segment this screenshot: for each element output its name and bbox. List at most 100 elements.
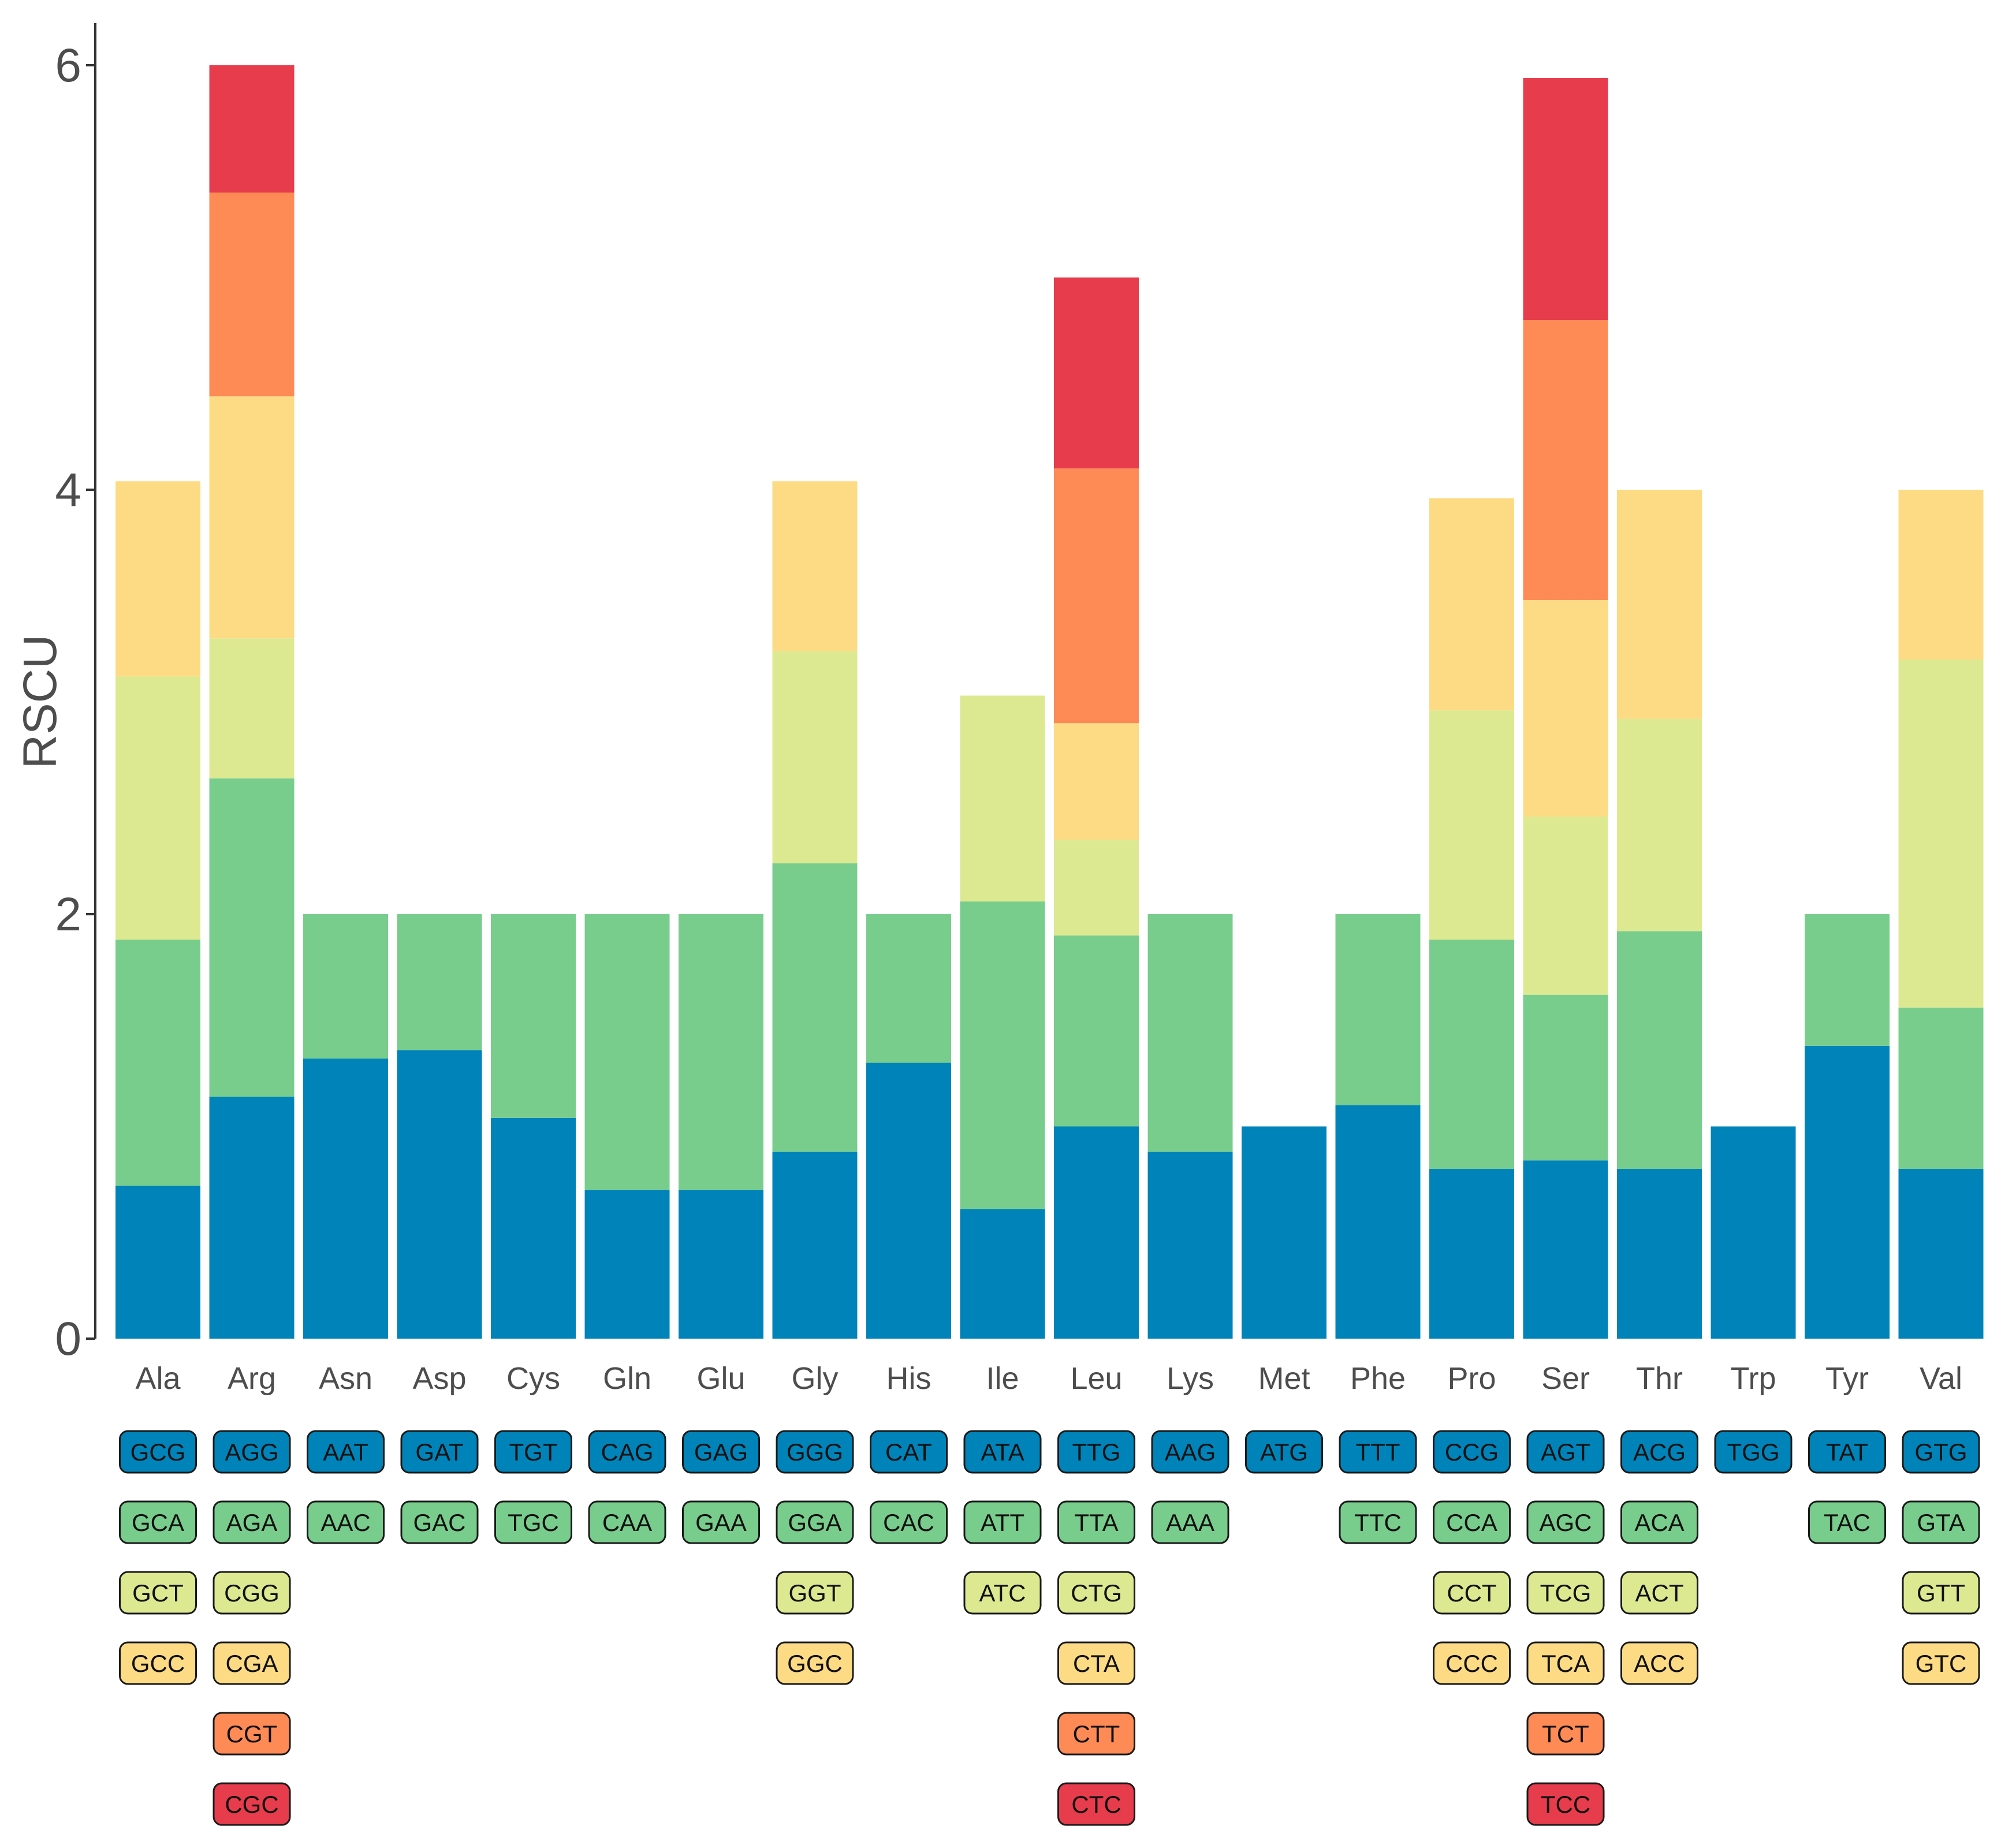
codon-label-cgg: CGG bbox=[224, 1579, 280, 1607]
codon-box-tac bbox=[1808, 1500, 1886, 1544]
codon-box-gcg bbox=[119, 1430, 197, 1474]
x-tick-label-met: Met bbox=[1258, 1361, 1310, 1396]
codon-box-gac bbox=[400, 1500, 479, 1544]
codon-label-ttt: TTT bbox=[1356, 1439, 1400, 1466]
bar-segment-thr-act bbox=[1617, 718, 1702, 932]
codon-box-gag bbox=[682, 1430, 760, 1474]
codon-box-gta bbox=[1902, 1500, 1980, 1544]
bar-segment-asp-gat bbox=[397, 1050, 482, 1339]
codon-box-ttt bbox=[1339, 1430, 1417, 1474]
bar-segment-tyr-tat bbox=[1805, 1045, 1890, 1339]
codon-label-gca: GCA bbox=[132, 1509, 184, 1536]
x-tick-label-asp: Asp bbox=[412, 1361, 466, 1396]
codon-box-tgg bbox=[1714, 1430, 1793, 1474]
codon-box-agc bbox=[1526, 1500, 1605, 1544]
bar-segment-arg-cgc bbox=[209, 65, 295, 193]
codon-box-gga bbox=[776, 1500, 854, 1544]
bar-segment-ser-agc bbox=[1523, 994, 1608, 1161]
bar-segment-ser-agt bbox=[1523, 1160, 1608, 1339]
x-tick-label-thr: Thr bbox=[1636, 1361, 1683, 1396]
bar-segment-arg-agg bbox=[209, 1097, 295, 1339]
bar-segment-pro-ccc bbox=[1429, 498, 1514, 711]
codon-label-gtg: GTG bbox=[1915, 1439, 1968, 1466]
x-tick-label-phe: Phe bbox=[1350, 1361, 1406, 1396]
bar-segment-gly-ggc bbox=[772, 481, 858, 651]
bar-segment-ser-tca bbox=[1523, 600, 1608, 817]
codon-label-atg: ATG bbox=[1260, 1439, 1308, 1466]
codon-box-aga bbox=[213, 1500, 291, 1544]
codon-box-tcc bbox=[1526, 1782, 1605, 1826]
bar-segment-leu-ttg bbox=[1054, 1126, 1139, 1339]
bar-segment-met-atg bbox=[1242, 1126, 1326, 1339]
codon-label-cgt: CGT bbox=[226, 1720, 278, 1748]
bar-segment-arg-aga bbox=[209, 778, 295, 1097]
codon-label-tct: TCT bbox=[1542, 1720, 1589, 1748]
codon-box-agg bbox=[213, 1430, 291, 1474]
codon-label-cct: CCT bbox=[1447, 1579, 1496, 1607]
bar-segment-ala-gca bbox=[115, 940, 200, 1186]
x-tick-label-asn: Asn bbox=[319, 1361, 372, 1396]
codon-box-tca bbox=[1526, 1641, 1605, 1685]
codon-box-gtt bbox=[1902, 1571, 1980, 1615]
codon-label-aac: AAC bbox=[321, 1509, 370, 1536]
y-axis-title: RSCU bbox=[14, 635, 66, 769]
bar-segment-ala-gcc bbox=[115, 481, 200, 677]
bar-segment-pro-ccg bbox=[1429, 1169, 1514, 1339]
bar-segment-pro-cct bbox=[1429, 710, 1514, 940]
codon-label-ccg: CCG bbox=[1445, 1439, 1499, 1466]
bar-segment-tyr-tac bbox=[1805, 914, 1890, 1046]
bar-segment-thr-acc bbox=[1617, 490, 1702, 719]
codon-box-ggt bbox=[776, 1571, 854, 1615]
codon-box-cgc bbox=[213, 1782, 291, 1826]
codon-label-tac: TAC bbox=[1824, 1509, 1870, 1536]
codon-label-gaa: GAA bbox=[695, 1509, 747, 1536]
bar-segment-phe-ttt bbox=[1335, 1105, 1421, 1339]
bar-segment-arg-cgg bbox=[209, 638, 295, 778]
codon-box-cgt bbox=[213, 1712, 291, 1756]
codon-label-gat: GAT bbox=[415, 1439, 463, 1466]
codon-label-act: ACT bbox=[1635, 1579, 1684, 1607]
codon-label-atc: ATC bbox=[979, 1579, 1026, 1607]
codon-label-gga: GGA bbox=[788, 1509, 841, 1536]
bar-segment-lys-aag bbox=[1147, 1152, 1233, 1339]
bar-segment-val-gtg bbox=[1898, 1169, 1984, 1339]
codon-box-cgg bbox=[213, 1571, 291, 1615]
bar-segment-asn-aac bbox=[303, 914, 388, 1059]
codon-label-cag: CAG bbox=[601, 1439, 653, 1466]
bar-segment-asn-aat bbox=[303, 1058, 388, 1339]
codon-label-cga: CGA bbox=[225, 1650, 278, 1677]
codon-label-gag: GAG bbox=[694, 1439, 748, 1466]
x-tick-label-val: Val bbox=[1920, 1361, 1962, 1396]
bar-segment-gln-caa bbox=[584, 914, 670, 1190]
bar-segment-ile-atc bbox=[960, 695, 1045, 901]
codon-box-gaa bbox=[682, 1500, 760, 1544]
codon-label-tgt: TGT bbox=[509, 1439, 558, 1466]
codon-box-aag bbox=[1151, 1430, 1229, 1474]
bar-segment-gly-ggt bbox=[772, 651, 858, 863]
x-tick-label-arg: Arg bbox=[228, 1361, 276, 1396]
codon-label-aca: ACA bbox=[1634, 1509, 1684, 1536]
codon-label-ttc: TTC bbox=[1354, 1509, 1402, 1536]
codon-label-ctt: CTT bbox=[1073, 1720, 1120, 1748]
bar-segment-arg-cgt bbox=[209, 192, 295, 397]
codon-label-agc: AGC bbox=[1539, 1509, 1592, 1536]
bar-segment-ser-tcc bbox=[1523, 78, 1608, 321]
codon-box-tgc bbox=[494, 1500, 572, 1544]
x-tick-label-trp: Trp bbox=[1731, 1361, 1776, 1396]
codon-box-cga bbox=[213, 1641, 291, 1685]
bar-segment-ile-att bbox=[960, 901, 1045, 1209]
codon-box-ctg bbox=[1057, 1571, 1135, 1615]
bar-segment-pro-cca bbox=[1429, 940, 1514, 1169]
codon-box-tgt bbox=[494, 1430, 572, 1474]
codon-label-gac: GAC bbox=[413, 1509, 465, 1536]
codon-box-ttc bbox=[1339, 1500, 1417, 1544]
bar-segment-glu-gaa bbox=[679, 914, 763, 1190]
bar-segment-gln-cag bbox=[584, 1190, 670, 1339]
y-tick-label: 2 bbox=[55, 888, 81, 941]
codon-label-ata: ATA bbox=[981, 1439, 1024, 1466]
bar-segment-arg-cga bbox=[209, 396, 295, 639]
x-tick-label-leu: Leu bbox=[1070, 1361, 1122, 1396]
codon-label-gtt: GTT bbox=[1917, 1579, 1965, 1607]
bar-segment-thr-acg bbox=[1617, 1169, 1702, 1339]
